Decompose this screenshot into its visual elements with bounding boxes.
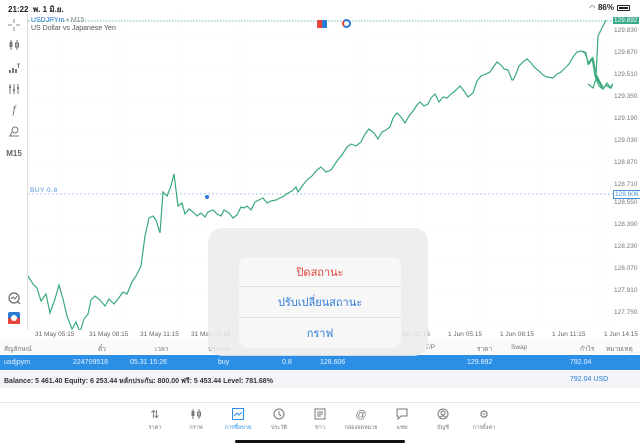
chart-button[interactable]: กราฟ — [306, 327, 334, 340]
quotes-icon: ⇅ — [150, 409, 160, 421]
tab-label: กล่องจดหมาย — [344, 425, 378, 431]
chart-description: US Dollar vs Japanese Yen — [31, 25, 116, 32]
account-icon — [423, 408, 463, 422]
status-bar: 21:22 พ. 1 มิ.ย. ◠ 86% — [0, 0, 640, 14]
close-position-button[interactable]: ปิดสถานะ — [239, 257, 401, 288]
y-tick: 128.870 — [614, 159, 638, 166]
y-tick: 128.070 — [614, 265, 638, 272]
cell-time: 05.31 15:26 — [130, 359, 167, 366]
y-tick: 129.350 — [614, 93, 638, 100]
x-tick: 1 Jun 08:15 — [500, 331, 534, 338]
tab-history[interactable]: ประวัติ — [259, 408, 299, 432]
price-axis: 129.892 129.830 129.670 129.510 129.350 … — [612, 14, 640, 330]
total-profit: 792.04 USD — [570, 376, 609, 383]
header-tp[interactable]: T/P — [425, 344, 436, 351]
y-tick: 129.190 — [614, 115, 638, 122]
news-icon — [300, 408, 340, 422]
header-time[interactable]: เวลา — [155, 346, 169, 353]
header-profit[interactable]: กำไร — [580, 346, 595, 353]
y-tick: 128.550 — [614, 199, 638, 206]
cell-type: buy — [218, 359, 230, 366]
x-tick: 1 Jun 05:15 — [448, 331, 482, 338]
header-ticket[interactable]: ตั๋ว — [98, 346, 106, 353]
timeframe-button[interactable]: M15 — [6, 148, 22, 158]
mail-at-icon: @ — [355, 409, 367, 421]
y-tick: 128.230 — [614, 243, 638, 250]
chart-toolbar: ƒ M15 — [0, 14, 27, 330]
tab-settings[interactable]: ⚙ การตั้งค่า — [464, 408, 504, 432]
battery-percent: 86% — [597, 3, 614, 12]
cell-current-price: 129.892 — [467, 359, 493, 366]
cell-open-price: 128.606 — [320, 359, 346, 366]
tab-label: แชท — [396, 425, 408, 431]
x-tick: 1 Jun 14:15 — [604, 331, 638, 338]
header-swap[interactable]: Swap — [511, 344, 528, 351]
tab-trade[interactable]: การซื้อขาย — [218, 408, 258, 432]
modify-position-button[interactable]: ปรับเปลี่ยนสถานะ — [239, 287, 401, 318]
x-tick: 31 May 11:15 — [140, 331, 179, 338]
tab-label: การตั้งค่า — [472, 425, 496, 431]
tab-label: ข่าว — [315, 425, 325, 431]
tab-label: ราคา — [148, 425, 162, 431]
y-tick: 129.670 — [614, 49, 638, 56]
tab-chat[interactable]: แชท — [382, 408, 422, 432]
y-tick: 129.510 — [614, 71, 638, 78]
one-click-trading-icon[interactable] — [4, 290, 24, 306]
header-comment[interactable]: หมายเหตุ — [606, 346, 633, 353]
indicators-icon[interactable] — [4, 60, 24, 76]
cell-profit: 792.04 — [570, 359, 592, 366]
tab-mailbox[interactable]: @ กล่องจดหมาย — [341, 408, 381, 432]
tab-account[interactable]: บัญชี — [423, 408, 463, 432]
y-tick: 127.750 — [614, 309, 638, 316]
tab-label: การซื้อขาย — [224, 425, 252, 431]
buy-price-tag: 128.606 — [613, 190, 640, 199]
cell-ticket: 224709518 — [73, 359, 109, 366]
trade-signal-icon[interactable] — [317, 20, 327, 28]
position-action-sheet: ปิดสถานะ ปรับเปลี่ยนสถานะ กราฟ — [239, 257, 401, 348]
y-tick: 127.910 — [614, 287, 638, 294]
x-tick: 1 Jun 11:15 — [552, 331, 586, 338]
tab-chart[interactable]: กราฟ — [176, 408, 216, 432]
tab-label: ประวัติ — [270, 425, 288, 431]
header-price[interactable]: ราคา — [477, 346, 493, 353]
chart-symbol: USDJPYm • M15 — [31, 17, 85, 24]
function-icon[interactable]: ƒ — [10, 104, 18, 116]
account-summary: Balance: 5 461.40 Equity: 6 253.44 หลักป… — [0, 371, 640, 388]
gear-icon: ⚙ — [479, 409, 489, 421]
summary-text: Balance: 5 461.40 Equity: 6 253.44 หลักป… — [4, 378, 273, 385]
x-tick: 31 May 08:15 — [89, 331, 129, 338]
tab-label: บัญชี — [437, 425, 449, 431]
cell-volume: 0.8 — [282, 359, 292, 366]
candlestick-icon[interactable] — [4, 37, 24, 53]
status-right: ◠ 86% — [590, 3, 630, 12]
chart-spike — [587, 19, 607, 90]
y-tick: 129.830 — [614, 27, 638, 34]
tab-label: กราฟ — [189, 425, 203, 431]
trade-icon[interactable] — [4, 310, 24, 326]
chat-icon — [382, 408, 422, 422]
bottom-tab-bar: ⇅ ราคา กราฟ การซื้อขาย ประวัติ ข่าว @ กล… — [0, 402, 640, 447]
y-tick: 128.710 — [614, 181, 638, 188]
battery-icon — [617, 4, 630, 11]
table-row[interactable]: usdjpym 224709518 05.31 15:26 buy 0.8 12… — [0, 355, 640, 370]
objects-icon[interactable] — [4, 123, 24, 139]
header-symbol[interactable]: สัญลักษณ์ — [4, 346, 32, 353]
trade-chart-icon — [218, 408, 258, 422]
buy-level-label: BUY 0.8 — [30, 187, 58, 194]
current-price-tag: 129.892 — [613, 17, 639, 24]
x-tick: 31 May 05:15 — [35, 331, 75, 338]
tab-news[interactable]: ข่าว — [300, 408, 340, 432]
cell-symbol: usdjpym — [4, 359, 31, 366]
home-indicator — [235, 440, 405, 443]
tab-quotes[interactable]: ⇅ ราคา — [135, 408, 175, 432]
y-tick: 128.390 — [614, 221, 638, 228]
wifi-icon: ◠ — [589, 4, 595, 12]
candlestick-icon — [176, 408, 216, 422]
status-time: 21:22 พ. 1 มิ.ย. — [8, 5, 64, 14]
settings-sliders-icon[interactable] — [4, 81, 24, 97]
y-tick: 129.030 — [614, 137, 638, 144]
history-icon — [259, 408, 299, 422]
crosshair-icon[interactable] — [4, 17, 24, 33]
refresh-ring-icon[interactable] — [342, 19, 351, 28]
